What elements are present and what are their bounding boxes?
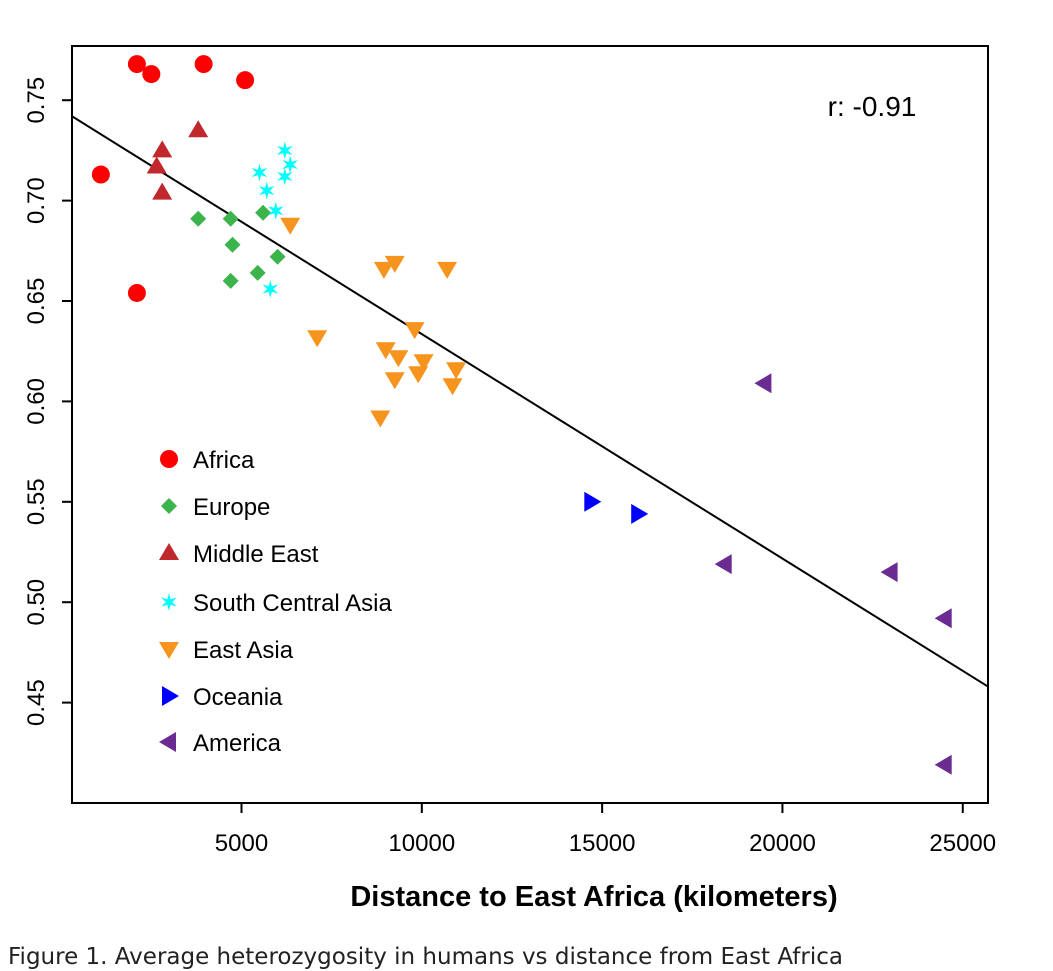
- scatter-chart: 5000 10000 15000 20000 25000 0.45 0.50 0.55 0.6…: [23, 45, 996, 913]
- legend-marker-europe: [161, 498, 177, 514]
- point-east-asia: [307, 330, 328, 348]
- point-east-asia: [437, 261, 458, 279]
- point-africa: [127, 283, 146, 302]
- point-south-central-asia: [262, 280, 279, 298]
- legend-label-africa: Africa: [193, 447, 255, 474]
- figure-caption: Figure 1. Average heterozygosity in huma…: [8, 944, 843, 970]
- point-east-asia: [446, 362, 467, 380]
- point-east-asia: [404, 322, 425, 340]
- y-tick-label: 0.75: [23, 77, 50, 124]
- point-africa: [194, 55, 213, 74]
- y-tick-label: 0.50: [23, 579, 50, 626]
- legend-marker-africa: [160, 450, 178, 468]
- point-middle-east: [152, 140, 173, 158]
- legend-marker-middle-east: [159, 543, 179, 560]
- y-tick-label: 0.65: [23, 278, 50, 325]
- point-america: [934, 754, 952, 775]
- legend-marker-oceania: [162, 686, 179, 706]
- point-europe: [190, 210, 207, 227]
- point-middle-east: [146, 156, 167, 174]
- point-europe: [269, 248, 286, 265]
- legend-marker-east-asia: [159, 642, 179, 659]
- point-south-central-asia: [277, 167, 293, 186]
- correlation-annotation: r: -0.91: [828, 91, 917, 122]
- legend: Africa Europe Middle East South Central Asi…: [159, 447, 392, 757]
- point-oceania: [584, 491, 602, 512]
- legend-marker-south-central-asia: [161, 593, 177, 611]
- x-tick-label: 20000: [749, 830, 816, 857]
- point-europe: [255, 204, 272, 221]
- regression-layer: [71, 115, 989, 688]
- point-east-asia: [370, 410, 391, 428]
- point-europe: [249, 264, 266, 281]
- x-tick-label: 15000: [569, 830, 636, 857]
- point-europe: [224, 236, 241, 253]
- point-east-asia: [408, 366, 429, 384]
- point-east-asia: [280, 217, 301, 235]
- point-middle-east: [188, 120, 209, 138]
- point-oceania: [631, 503, 649, 524]
- point-east-asia: [388, 350, 409, 368]
- point-africa: [142, 65, 161, 84]
- legend-label-europe: Europe: [193, 494, 270, 521]
- x-tick-label: 10000: [388, 830, 455, 857]
- point-east-asia: [384, 372, 405, 390]
- legend-label-oceania: Oceania: [193, 684, 283, 711]
- x-tick-label: 25000: [929, 830, 996, 857]
- point-south-central-asia: [277, 141, 293, 160]
- point-america: [754, 373, 772, 394]
- regression-line: [71, 115, 989, 688]
- point-europe: [222, 210, 239, 227]
- point-america: [934, 608, 952, 629]
- point-america: [714, 554, 732, 575]
- point-south-central-asia: [251, 163, 268, 182]
- y-tick-label: 0.45: [23, 679, 50, 726]
- x-axis-title: Distance to East Africa (kilometers): [350, 881, 837, 913]
- y-tick-label: 0.70: [23, 177, 50, 224]
- point-europe: [222, 272, 239, 289]
- points-layer: [91, 55, 952, 775]
- legend-label-south-central-asia: South Central Asia: [193, 590, 392, 617]
- point-east-asia: [413, 354, 434, 372]
- point-africa: [91, 165, 110, 184]
- y-tick-label: 0.55: [23, 478, 50, 525]
- point-east-asia: [384, 255, 405, 273]
- point-south-central-asia: [268, 201, 284, 220]
- point-south-central-asia: [258, 181, 275, 200]
- point-east-asia: [373, 261, 394, 279]
- x-axis: 5000 10000 15000 20000 25000: [215, 803, 996, 857]
- point-east-asia: [375, 342, 396, 360]
- plot-frame: [71, 45, 989, 804]
- legend-label-america: America: [193, 730, 282, 757]
- x-tick-label: 5000: [215, 830, 268, 857]
- legend-label-east-asia: East Asia: [193, 637, 294, 664]
- y-tick-label: 0.60: [23, 378, 50, 425]
- point-africa: [127, 55, 146, 74]
- point-south-central-asia: [282, 155, 298, 174]
- legend-label-middle-east: Middle East: [193, 541, 319, 568]
- point-america: [880, 562, 898, 583]
- y-axis: 0.45 0.50 0.55 0.60 0.65 0.70 0.75: [23, 77, 72, 726]
- point-middle-east: [152, 182, 173, 200]
- point-east-asia: [442, 378, 463, 396]
- point-africa: [236, 71, 255, 90]
- legend-marker-america: [159, 732, 176, 752]
